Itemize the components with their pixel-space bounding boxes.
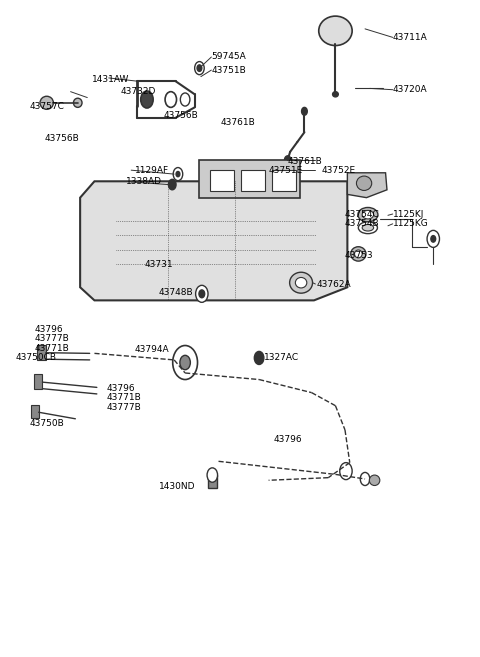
Circle shape bbox=[207, 468, 217, 482]
Ellipse shape bbox=[355, 250, 362, 258]
Text: 43756B: 43756B bbox=[44, 134, 79, 143]
Text: 43756B: 43756B bbox=[164, 112, 198, 120]
Polygon shape bbox=[80, 181, 348, 300]
Text: 43750B: 43750B bbox=[30, 419, 65, 428]
Circle shape bbox=[196, 285, 208, 302]
Bar bbox=[37, 345, 46, 360]
Circle shape bbox=[427, 231, 440, 248]
Ellipse shape bbox=[73, 98, 82, 107]
Bar bbox=[207, 475, 217, 488]
Text: 59745A: 59745A bbox=[211, 53, 246, 62]
Circle shape bbox=[301, 107, 307, 115]
Text: 43753: 43753 bbox=[345, 251, 373, 260]
Circle shape bbox=[176, 171, 180, 177]
Text: 43777B: 43777B bbox=[107, 403, 141, 411]
Text: 43720A: 43720A bbox=[393, 85, 427, 94]
Circle shape bbox=[340, 463, 352, 480]
Circle shape bbox=[197, 65, 202, 72]
Ellipse shape bbox=[362, 210, 373, 219]
Text: 43757C: 43757C bbox=[30, 102, 65, 110]
Ellipse shape bbox=[351, 247, 366, 261]
Text: 43796: 43796 bbox=[35, 325, 63, 334]
Text: 1431AW: 1431AW bbox=[92, 76, 130, 84]
Ellipse shape bbox=[295, 277, 307, 288]
Text: 43796: 43796 bbox=[107, 384, 135, 393]
Text: 43796: 43796 bbox=[274, 435, 302, 444]
Polygon shape bbox=[348, 173, 387, 198]
Text: 43771B: 43771B bbox=[107, 394, 141, 402]
Circle shape bbox=[141, 91, 153, 108]
Circle shape bbox=[180, 93, 190, 106]
Ellipse shape bbox=[40, 97, 53, 109]
Text: 43771B: 43771B bbox=[35, 344, 70, 353]
Bar bbox=[31, 405, 38, 418]
Circle shape bbox=[180, 355, 191, 370]
Text: 43761B: 43761B bbox=[221, 118, 256, 127]
Text: 43777B: 43777B bbox=[35, 334, 70, 344]
Text: 1125KG: 1125KG bbox=[393, 219, 429, 229]
Bar bbox=[34, 374, 42, 390]
Text: 1129AF: 1129AF bbox=[135, 166, 169, 175]
Circle shape bbox=[431, 236, 436, 242]
Text: 43754B: 43754B bbox=[345, 219, 380, 229]
Circle shape bbox=[173, 168, 183, 181]
Text: 43751E: 43751E bbox=[269, 166, 303, 175]
Circle shape bbox=[173, 346, 198, 380]
Ellipse shape bbox=[319, 16, 352, 45]
Ellipse shape bbox=[358, 208, 378, 222]
Circle shape bbox=[284, 156, 291, 165]
Text: 43752E: 43752E bbox=[321, 166, 355, 175]
Text: 43711A: 43711A bbox=[393, 33, 428, 42]
Circle shape bbox=[360, 472, 370, 486]
Bar bbox=[273, 170, 296, 191]
Text: 43748B: 43748B bbox=[159, 288, 193, 297]
Text: 43754C: 43754C bbox=[345, 210, 380, 219]
Ellipse shape bbox=[359, 222, 377, 234]
Circle shape bbox=[165, 92, 177, 107]
Text: 43732D: 43732D bbox=[120, 87, 156, 95]
Text: 1327AC: 1327AC bbox=[264, 353, 299, 363]
Ellipse shape bbox=[289, 272, 312, 293]
Ellipse shape bbox=[362, 225, 373, 231]
Ellipse shape bbox=[333, 92, 338, 97]
Text: 43731: 43731 bbox=[144, 260, 173, 269]
Bar bbox=[210, 170, 234, 191]
Text: 43761B: 43761B bbox=[288, 156, 323, 166]
Text: 1430ND: 1430ND bbox=[159, 482, 195, 491]
Bar bbox=[241, 170, 265, 191]
Circle shape bbox=[254, 351, 264, 365]
Circle shape bbox=[195, 62, 204, 75]
Text: 43794A: 43794A bbox=[135, 345, 169, 354]
Text: 43751B: 43751B bbox=[211, 66, 246, 75]
Bar bbox=[199, 160, 300, 198]
Text: 1125KJ: 1125KJ bbox=[393, 210, 424, 219]
Circle shape bbox=[168, 179, 176, 190]
Ellipse shape bbox=[357, 176, 372, 191]
Text: 1338AD: 1338AD bbox=[125, 177, 161, 187]
Ellipse shape bbox=[369, 475, 380, 486]
Text: 43750CB: 43750CB bbox=[16, 353, 57, 362]
Text: 43762A: 43762A bbox=[316, 279, 351, 288]
Circle shape bbox=[199, 290, 204, 298]
